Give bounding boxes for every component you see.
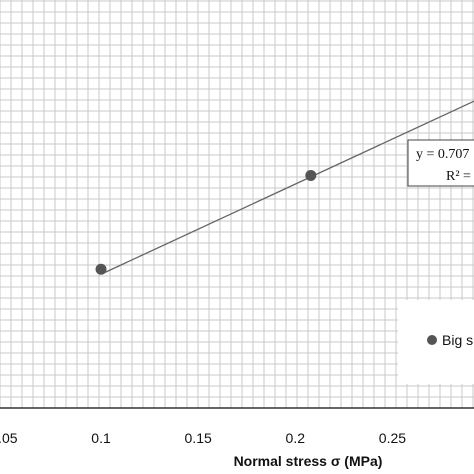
legend-marker [427, 335, 437, 345]
x-tick-label: 0.25 [379, 430, 406, 446]
legend-entry-big-s: Big s [442, 332, 473, 348]
equation-text: y = 0.707 [416, 147, 469, 162]
r-squared-text: R² = [446, 169, 471, 184]
data-point [95, 263, 107, 275]
data-points [95, 169, 317, 275]
x-tick-label: 0.1 [91, 430, 111, 446]
x-axis-label: Normal stress σ (MPa) [234, 453, 383, 469]
x-tick-labels: 0.05 0.1 0.15 0.2 0.25 [0, 430, 406, 446]
data-point [305, 169, 317, 181]
x-tick-label: 0.2 [286, 430, 306, 446]
x-tick-label: 0.05 [0, 430, 18, 446]
equation-box [407, 139, 474, 187]
x-tick-label: 0.15 [185, 430, 212, 446]
trendline [102, 100, 474, 274]
